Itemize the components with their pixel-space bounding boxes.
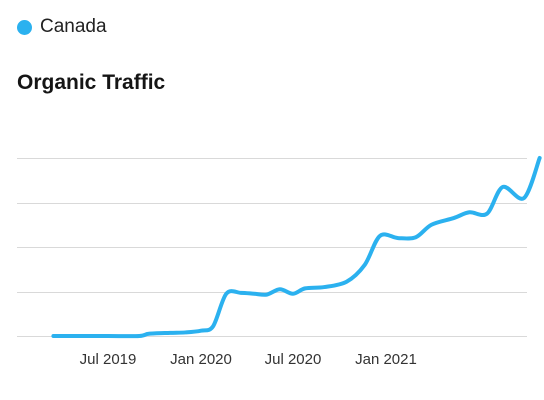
circle-marker-icon xyxy=(17,19,32,35)
chart-legend: Canada xyxy=(17,16,107,38)
series-line xyxy=(51,156,542,339)
x-tick-label: Jul 2020 xyxy=(265,351,322,368)
chart-title: Organic Traffic xyxy=(17,71,166,94)
legend-label-canada: Canada xyxy=(40,16,107,37)
x-tick-label: Jul 2019 xyxy=(80,351,137,368)
x-tick-label: Jan 2021 xyxy=(355,351,417,368)
x-tick-label: Jan 2020 xyxy=(170,351,232,368)
gridlines xyxy=(17,158,527,337)
series-lines xyxy=(51,156,542,339)
